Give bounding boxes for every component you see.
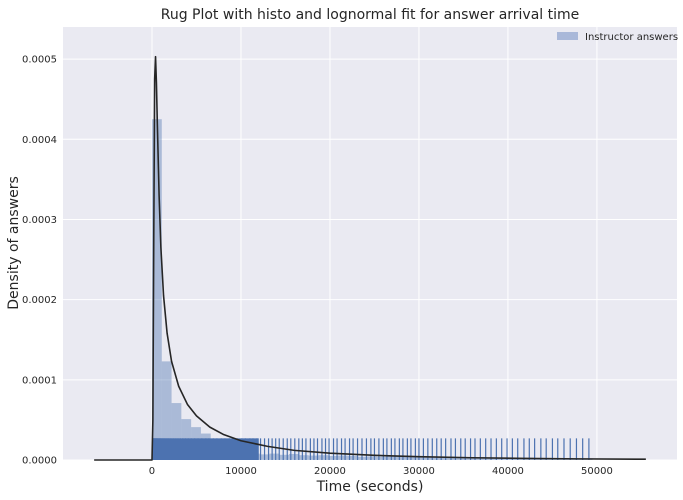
fit-curve xyxy=(94,55,646,461)
histogram-bar xyxy=(426,456,436,460)
y-tick-label: 0.0005 xyxy=(22,55,57,66)
x-tick-label: 30000 xyxy=(403,466,435,477)
x-tick-label: 20000 xyxy=(314,466,346,477)
histogram-bar xyxy=(367,456,378,460)
rug-band xyxy=(151,438,259,460)
y-tick-label: 0.0002 xyxy=(22,295,57,306)
histogram-bar xyxy=(416,457,427,460)
legend-swatch xyxy=(557,32,578,40)
y-tick-labels: 0.0000 0.0001 0.0002 0.0003 0.0004 0.0005 xyxy=(22,55,57,467)
histogram-bar xyxy=(298,455,309,460)
y-tick-label: 0.0004 xyxy=(22,135,57,146)
x-tick-label: 40000 xyxy=(492,466,524,477)
histogram-bar xyxy=(289,453,299,460)
x-axis-label: Time (seconds) xyxy=(316,479,424,495)
y-tick-label: 0.0001 xyxy=(22,375,57,386)
histogram-bar xyxy=(396,456,407,460)
y-tick-label: 0.0000 xyxy=(22,456,57,467)
lognormal-fit-line xyxy=(94,55,646,461)
histogram-bar xyxy=(279,454,290,460)
plot-area xyxy=(63,27,677,460)
chart-title: Rug Plot with histo and lognormal fit fo… xyxy=(161,7,580,23)
histogram-bar xyxy=(161,361,172,460)
rug xyxy=(151,438,590,460)
y-axis-label: Density of answers xyxy=(6,176,22,309)
legend-label: Instructor answers xyxy=(585,32,678,43)
x-tick-labels: 0 10000 20000 30000 40000 50000 xyxy=(149,466,613,477)
histogram-bar xyxy=(171,403,182,460)
y-tick-label: 0.0003 xyxy=(22,215,57,226)
histogram-bar xyxy=(377,456,387,460)
histogram-bar xyxy=(484,457,495,460)
histogram-bar xyxy=(337,455,348,460)
x-tick-label: 0 xyxy=(149,466,155,477)
histogram-bar xyxy=(318,455,329,460)
grid xyxy=(63,27,677,461)
x-tick-label: 10000 xyxy=(225,466,257,477)
histogram-bar xyxy=(151,119,162,461)
x-tick-label: 50000 xyxy=(581,466,613,477)
legend: Instructor answers xyxy=(557,32,678,43)
histogram-bar xyxy=(494,457,505,460)
histogram-bar xyxy=(269,453,280,460)
